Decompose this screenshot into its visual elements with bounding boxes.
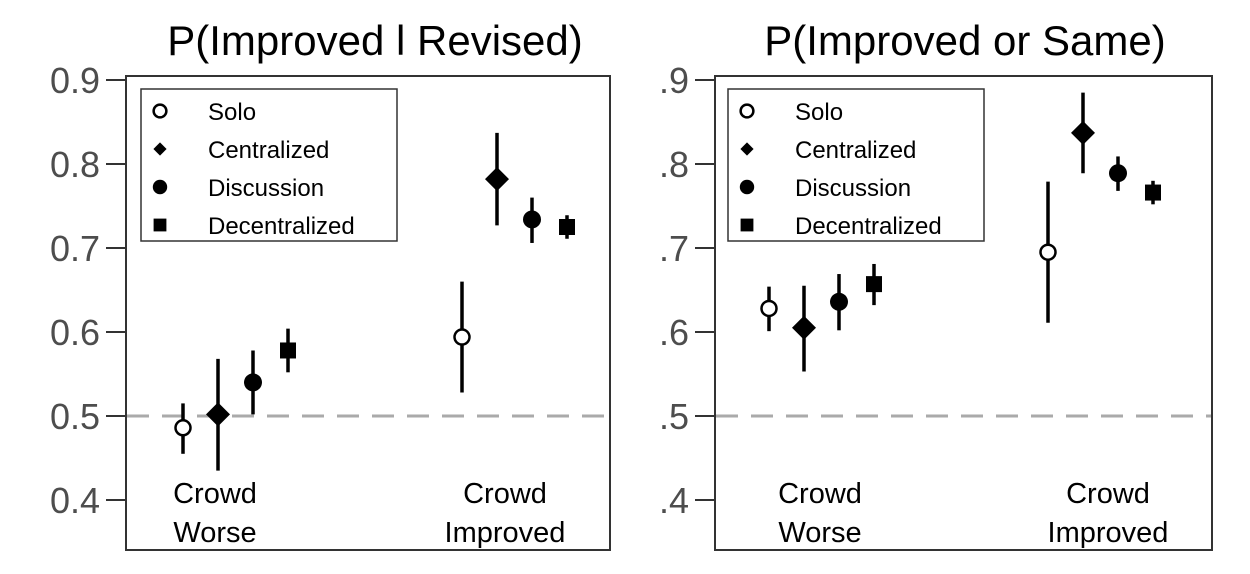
y-tick-label: 0.5 [50,396,100,437]
legend-key-discussion [152,179,168,195]
y-tick-label: 0.7 [50,228,100,269]
data-point-solo [1039,243,1057,261]
data-point-centralized [206,402,230,427]
y-tick-label: .9 [659,60,689,101]
y-tick-label: .6 [659,312,689,353]
group-label: Worse [173,517,256,549]
data-point-discussion [830,292,848,311]
legend-label: Decentralized [208,213,355,240]
group-label: Crowd [173,478,257,510]
legend-key-decentralized [740,218,754,232]
group-label: Crowd [463,478,547,510]
data-point-solo [453,328,471,346]
y-tick-label: 0.9 [50,60,100,101]
legend-label: Solo [795,99,843,126]
panel-2-frame [714,75,1213,551]
panel-2: P(Improved or Same) .4 .5 .6 .7 .8 .9 Crowd Wors… [659,17,1213,551]
data-point-decentralized [559,219,575,235]
y-tick-label: 0.8 [50,144,100,185]
panel-1-title: P(Improved l Revised) [167,17,582,64]
legend-key-discussion [739,179,755,195]
group-label: Improved [1048,517,1169,549]
data-point-solo [760,299,778,318]
legend-key-solo [152,103,168,119]
legend-key-centralized [153,142,167,156]
panel-2-title: P(Improved or Same) [764,17,1165,64]
y-tick-label: 0.4 [50,480,100,521]
panel-1: P(Improved l Revised) 0.4 0.5 0.6 0.7 0.8 0.9 C… [50,17,611,551]
group-label: Improved [445,517,566,549]
legend-box [140,88,398,242]
y-tick-label: .8 [659,144,689,185]
group-label: Crowd [1066,478,1150,510]
y-tick-label: .7 [659,228,689,269]
y-tick-label: .4 [659,480,689,521]
legend-label: Discussion [795,175,911,202]
data-point-discussion [523,210,541,229]
data-point-discussion [1109,164,1127,183]
legend-label: Centralized [208,137,329,164]
legend-label: Decentralized [795,213,942,240]
legend-label: Solo [208,99,256,126]
data-point-solo [174,419,192,437]
data-point-decentralized [1145,184,1161,201]
legend-box [727,88,985,242]
data-point-decentralized [866,276,882,293]
data-point-centralized [1071,120,1095,145]
data-point-centralized [485,167,509,192]
group-label: Worse [778,517,861,549]
legend-key-solo [739,103,755,119]
data-point-decentralized [280,342,296,359]
group-label: Crowd [778,478,862,510]
legend-label: Discussion [208,175,324,202]
y-tick-label: .5 [659,396,689,437]
panel-1-frame [125,75,611,551]
data-point-discussion [244,373,262,392]
y-tick-label: 0.6 [50,312,100,353]
legend-key-decentralized [153,218,167,232]
data-point-centralized [792,315,816,340]
legend-label: Centralized [795,137,916,164]
legend-key-centralized [740,142,754,156]
